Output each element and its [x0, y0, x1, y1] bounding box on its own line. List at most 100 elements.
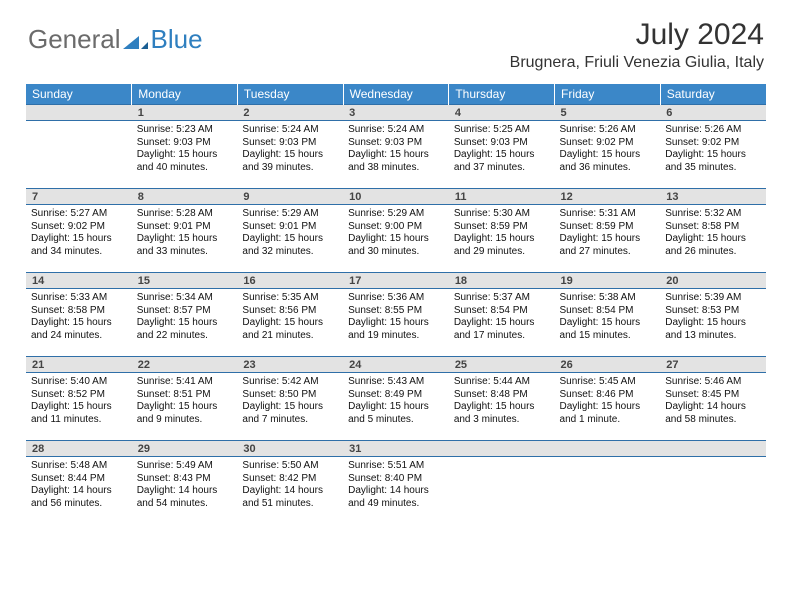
- daylight-text-2: and 27 minutes.: [560, 246, 656, 259]
- day-number: 9: [237, 189, 343, 205]
- daylight-text-2: and 1 minute.: [560, 414, 656, 427]
- day-number: 14: [26, 273, 132, 289]
- daylight-text-2: and 54 minutes.: [137, 498, 233, 511]
- daylight-text: Daylight: 15 hours: [348, 149, 444, 162]
- daylight-text-2: and 37 minutes.: [454, 162, 550, 175]
- day-number: 17: [343, 273, 449, 289]
- sunset-text: Sunset: 8:59 PM: [454, 221, 550, 234]
- daylight-text-2: and 3 minutes.: [454, 414, 550, 427]
- sunrise-text: Sunrise: 5:34 AM: [137, 292, 233, 305]
- sunset-text: Sunset: 8:51 PM: [137, 389, 233, 402]
- day-number: 12: [555, 189, 661, 205]
- day-number: 22: [132, 357, 238, 373]
- sunset-text: Sunset: 8:43 PM: [137, 473, 233, 486]
- day-cell: Sunrise: 5:25 AMSunset: 9:03 PMDaylight:…: [449, 121, 555, 185]
- daylight-text-2: and 21 minutes.: [242, 330, 338, 343]
- day-cell: Sunrise: 5:42 AMSunset: 8:50 PMDaylight:…: [237, 373, 343, 437]
- day-cell: Sunrise: 5:29 AMSunset: 9:01 PMDaylight:…: [237, 205, 343, 269]
- sunset-text: Sunset: 8:49 PM: [348, 389, 444, 402]
- sunset-text: Sunset: 8:50 PM: [242, 389, 338, 402]
- day-number: [660, 441, 766, 457]
- sunrise-text: Sunrise: 5:40 AM: [31, 376, 127, 389]
- daylight-text-2: and 15 minutes.: [560, 330, 656, 343]
- day-number: 15: [132, 273, 238, 289]
- daylight-text-2: and 32 minutes.: [242, 246, 338, 259]
- sunrise-text: Sunrise: 5:46 AM: [665, 376, 761, 389]
- sunrise-text: Sunrise: 5:32 AM: [665, 208, 761, 221]
- day-number: 29: [132, 441, 238, 457]
- daylight-text-2: and 56 minutes.: [31, 498, 127, 511]
- day-cell: Sunrise: 5:37 AMSunset: 8:54 PMDaylight:…: [449, 289, 555, 353]
- sunset-text: Sunset: 9:02 PM: [665, 137, 761, 150]
- sunrise-text: Sunrise: 5:51 AM: [348, 460, 444, 473]
- sunrise-text: Sunrise: 5:49 AM: [137, 460, 233, 473]
- calendar-table: Sunday Monday Tuesday Wednesday Thursday…: [26, 84, 766, 521]
- daylight-text: Daylight: 14 hours: [137, 485, 233, 498]
- day-number-row: 28293031: [26, 441, 766, 457]
- sunset-text: Sunset: 8:52 PM: [31, 389, 127, 402]
- sunset-text: Sunset: 9:01 PM: [137, 221, 233, 234]
- day-cell: Sunrise: 5:45 AMSunset: 8:46 PMDaylight:…: [555, 373, 661, 437]
- daylight-text-2: and 39 minutes.: [242, 162, 338, 175]
- day-number: 23: [237, 357, 343, 373]
- day-number: 25: [449, 357, 555, 373]
- daylight-text: Daylight: 15 hours: [31, 401, 127, 414]
- daylight-text: Daylight: 14 hours: [665, 401, 761, 414]
- weekday-header: Tuesday: [237, 84, 343, 105]
- sunrise-text: Sunrise: 5:35 AM: [242, 292, 338, 305]
- sunset-text: Sunset: 8:40 PM: [348, 473, 444, 486]
- sunset-text: Sunset: 8:56 PM: [242, 305, 338, 318]
- day-number: 30: [237, 441, 343, 457]
- daylight-text: Daylight: 15 hours: [31, 233, 127, 246]
- daylight-text-2: and 38 minutes.: [348, 162, 444, 175]
- day-number: 5: [555, 105, 661, 121]
- daylight-text-2: and 5 minutes.: [348, 414, 444, 427]
- sunset-text: Sunset: 8:54 PM: [454, 305, 550, 318]
- day-number-row: 78910111213: [26, 189, 766, 205]
- day-cell: Sunrise: 5:24 AMSunset: 9:03 PMDaylight:…: [237, 121, 343, 185]
- sunset-text: Sunset: 8:58 PM: [31, 305, 127, 318]
- day-number: 6: [660, 105, 766, 121]
- daylight-text: Daylight: 15 hours: [454, 149, 550, 162]
- day-number: 11: [449, 189, 555, 205]
- day-cell: Sunrise: 5:36 AMSunset: 8:55 PMDaylight:…: [343, 289, 449, 353]
- sunrise-text: Sunrise: 5:29 AM: [348, 208, 444, 221]
- day-number: [555, 441, 661, 457]
- day-cell: Sunrise: 5:43 AMSunset: 8:49 PMDaylight:…: [343, 373, 449, 437]
- daylight-text: Daylight: 15 hours: [348, 233, 444, 246]
- day-number: 7: [26, 189, 132, 205]
- sunrise-text: Sunrise: 5:50 AM: [242, 460, 338, 473]
- day-cell: Sunrise: 5:27 AMSunset: 9:02 PMDaylight:…: [26, 205, 132, 269]
- daylight-text: Daylight: 15 hours: [137, 233, 233, 246]
- sunrise-text: Sunrise: 5:38 AM: [560, 292, 656, 305]
- daylight-text-2: and 58 minutes.: [665, 414, 761, 427]
- day-content-row: Sunrise: 5:40 AMSunset: 8:52 PMDaylight:…: [26, 373, 766, 437]
- sunset-text: Sunset: 9:03 PM: [348, 137, 444, 150]
- sunset-text: Sunset: 8:45 PM: [665, 389, 761, 402]
- day-number-row: 14151617181920: [26, 273, 766, 289]
- sunset-text: Sunset: 9:03 PM: [242, 137, 338, 150]
- day-cell: Sunrise: 5:33 AMSunset: 8:58 PMDaylight:…: [26, 289, 132, 353]
- daylight-text-2: and 19 minutes.: [348, 330, 444, 343]
- day-number: [449, 441, 555, 457]
- daylight-text: Daylight: 15 hours: [665, 149, 761, 162]
- sunset-text: Sunset: 8:57 PM: [137, 305, 233, 318]
- daylight-text-2: and 30 minutes.: [348, 246, 444, 259]
- daylight-text-2: and 34 minutes.: [31, 246, 127, 259]
- daylight-text: Daylight: 15 hours: [454, 233, 550, 246]
- day-cell: Sunrise: 5:51 AMSunset: 8:40 PMDaylight:…: [343, 457, 449, 521]
- weekday-header: Thursday: [449, 84, 555, 105]
- daylight-text-2: and 9 minutes.: [137, 414, 233, 427]
- logo-icon: [123, 29, 149, 51]
- daylight-text: Daylight: 15 hours: [242, 233, 338, 246]
- day-cell: Sunrise: 5:41 AMSunset: 8:51 PMDaylight:…: [132, 373, 238, 437]
- day-cell: Sunrise: 5:26 AMSunset: 9:02 PMDaylight:…: [660, 121, 766, 185]
- day-number: 16: [237, 273, 343, 289]
- sunrise-text: Sunrise: 5:29 AM: [242, 208, 338, 221]
- sunset-text: Sunset: 9:02 PM: [31, 221, 127, 234]
- sunset-text: Sunset: 9:00 PM: [348, 221, 444, 234]
- sunrise-text: Sunrise: 5:31 AM: [560, 208, 656, 221]
- sunrise-text: Sunrise: 5:41 AM: [137, 376, 233, 389]
- day-cell: Sunrise: 5:29 AMSunset: 9:00 PMDaylight:…: [343, 205, 449, 269]
- sunrise-text: Sunrise: 5:24 AM: [348, 124, 444, 137]
